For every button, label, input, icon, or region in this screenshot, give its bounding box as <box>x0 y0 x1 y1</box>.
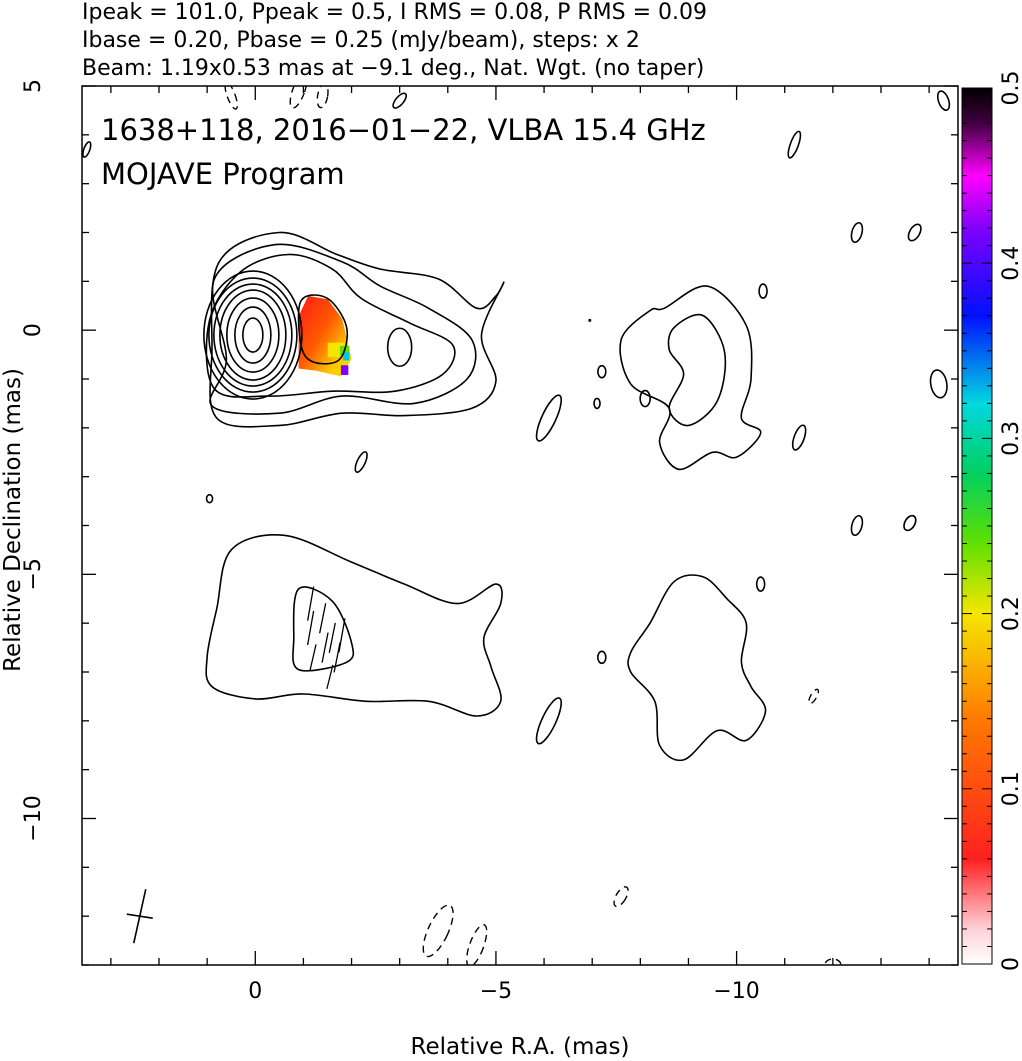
core-contour <box>203 270 303 400</box>
colorbar-tick-label: 0.1 <box>999 771 1022 806</box>
small-contour <box>597 364 607 379</box>
negative-contour <box>316 86 329 109</box>
small-contour <box>850 221 864 244</box>
y-tick-label: −5 <box>21 558 46 590</box>
x-tick-label: 0 <box>248 979 262 1004</box>
small-contour <box>392 92 408 109</box>
negative-contour <box>224 86 238 110</box>
negative-contour <box>465 923 488 965</box>
polarization-vector <box>319 603 327 634</box>
colorbar-tick-label: 0.4 <box>999 246 1022 281</box>
small-contour <box>758 283 768 299</box>
polarization-vector <box>333 642 341 673</box>
colorbar-ticks <box>962 87 992 965</box>
core-contour <box>208 277 298 393</box>
chart-subtitle: MOJAVE Program <box>101 157 345 191</box>
small-contour <box>903 514 917 532</box>
polarization-vector <box>338 618 346 653</box>
knot-contour <box>386 327 413 368</box>
small-contour <box>597 650 607 665</box>
small-contour <box>791 424 807 451</box>
small-contour <box>907 223 922 242</box>
small-contour <box>850 514 864 537</box>
pol-pixel-block <box>340 365 349 375</box>
colorbar-tick-label: 0.2 <box>999 596 1022 631</box>
small-contour <box>787 130 802 159</box>
lower-jet-contour <box>205 534 503 717</box>
core-contour <box>226 297 280 373</box>
plot-area <box>82 86 951 965</box>
core-contour <box>234 306 272 364</box>
header-line-3: Beam: 1.19x0.53 mas at −9.1 deg., Nat. W… <box>82 56 704 81</box>
axis-ticks <box>82 85 958 966</box>
x-tick-label: −10 <box>713 979 759 1004</box>
polarization-vector <box>306 586 315 621</box>
plot-frame <box>81 85 959 966</box>
jet-contour <box>205 253 456 398</box>
polarization-vector <box>309 644 317 671</box>
polarization-vector <box>328 622 336 653</box>
negative-contour <box>422 904 454 958</box>
negative-contour <box>289 86 308 109</box>
polarization-vector <box>306 610 315 646</box>
lower-core-contour <box>292 586 355 672</box>
point-mark <box>588 318 592 322</box>
outer-knot-contour <box>619 285 762 471</box>
small-contour <box>354 451 368 473</box>
lower-outer-knot-contour <box>627 574 767 762</box>
y-tick-label: −10 <box>21 795 46 841</box>
x-axis-label: Relative R.A. (mas) <box>411 1034 630 1060</box>
beam-minor-axis <box>126 913 153 919</box>
core-contour <box>242 317 264 353</box>
beam-symbol <box>126 888 153 944</box>
small-contour <box>205 493 214 504</box>
small-contour <box>755 576 766 592</box>
header-line-1: Ipeak = 101.0, Ppeak = 0.5, I RMS = 0.08… <box>82 0 707 25</box>
outer-knot-inner-contour <box>667 313 727 427</box>
polarization-vector <box>326 664 334 690</box>
negative-contour <box>808 688 820 705</box>
contour-layer <box>82 86 951 965</box>
chart-title: 1638+118, 2016−01−22, VLBA 15.4 GHz <box>101 113 706 147</box>
y-tick-label: 5 <box>21 79 46 93</box>
core-inner-contour <box>297 294 349 365</box>
colorbar-tick-label: 0 <box>999 957 1022 971</box>
pol-pixel-block <box>343 352 350 361</box>
colorbar-tick-label: 0.3 <box>999 421 1022 456</box>
polarization-vector <box>321 632 329 663</box>
core-contour <box>219 289 287 381</box>
core-contour <box>213 283 293 387</box>
negative-contour <box>613 886 629 908</box>
small-contour <box>82 141 92 158</box>
small-contour <box>639 389 651 408</box>
small-contour <box>929 369 948 399</box>
colorbar-tick-label: 0.5 <box>999 71 1022 106</box>
small-contour <box>936 90 951 112</box>
header-line-2: Ibase = 0.20, Pbase = 0.25 (mJy/beam), s… <box>82 28 640 53</box>
y-tick-label: 0 <box>21 323 46 337</box>
small-contour <box>535 697 563 745</box>
small-contour <box>593 397 601 410</box>
small-contour <box>535 394 563 442</box>
x-tick-label: −5 <box>480 979 512 1004</box>
polarized-intensity-layer <box>298 295 352 377</box>
jet-contour <box>209 231 505 428</box>
y-axis-label: Relative Declination (mas) <box>0 368 26 672</box>
